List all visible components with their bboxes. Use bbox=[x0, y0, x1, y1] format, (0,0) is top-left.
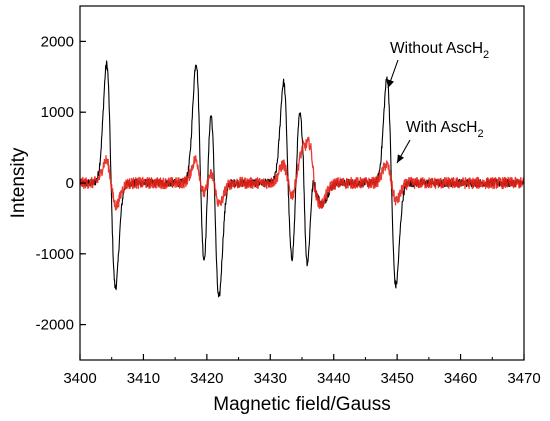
y-tick-label: 2000 bbox=[41, 33, 74, 50]
annotation-label: Without AscH2 bbox=[390, 40, 489, 61]
y-tick-label: 1000 bbox=[41, 104, 74, 121]
x-axis-label: Magnetic field/Gauss bbox=[213, 394, 390, 415]
y-tick-label: -1000 bbox=[36, 246, 74, 263]
annotation-label: With AscH2 bbox=[406, 119, 484, 140]
annotation-arrowhead bbox=[387, 79, 394, 88]
axis-layer: 3400 3410 3420 3430 3440 3450 3460 3470 -2000 -10… bbox=[36, 33, 541, 387]
y-tick-label: 0 bbox=[66, 175, 74, 192]
annotation-layer: Without AscH2 With AscH2 bbox=[387, 40, 489, 164]
x-tick-label: 3440 bbox=[317, 370, 350, 387]
x-tick-label: 3420 bbox=[190, 370, 223, 387]
x-tick-label: 3450 bbox=[380, 370, 413, 387]
x-tick-label: 3470 bbox=[507, 370, 540, 387]
series-layer bbox=[80, 60, 524, 298]
x-tick-label: 3410 bbox=[127, 370, 160, 387]
series-line-1 bbox=[80, 136, 524, 211]
x-tick-label: 3430 bbox=[254, 370, 287, 387]
x-tick-label: 3400 bbox=[63, 370, 96, 387]
y-tick-label: -2000 bbox=[36, 317, 74, 334]
x-tick-label: 3460 bbox=[444, 370, 477, 387]
y-axis-label: Intensity bbox=[8, 147, 29, 218]
annotation-arrowhead bbox=[397, 154, 404, 163]
